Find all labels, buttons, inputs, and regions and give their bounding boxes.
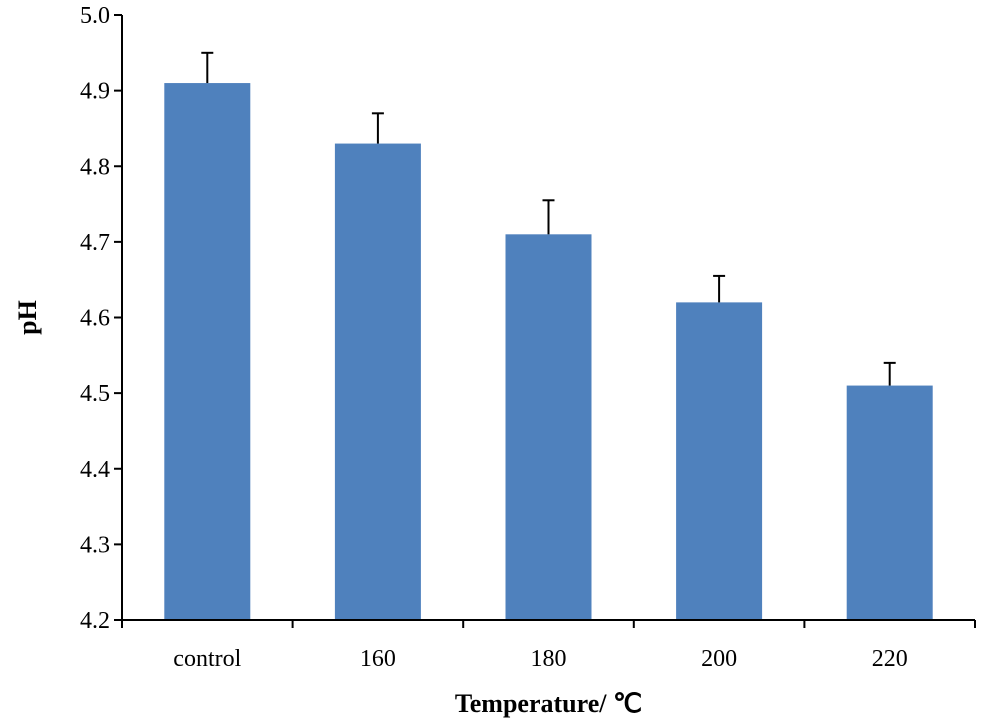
y-tick-label: 4.7 (80, 230, 110, 256)
x-tick-label: 160 (360, 646, 396, 672)
y-tick-label: 4.5 (80, 381, 110, 407)
x-tick-label: 220 (872, 646, 908, 672)
x-tick-label: 200 (701, 646, 737, 672)
y-tick-label: 4.6 (80, 306, 110, 332)
x-tick-label: 180 (531, 646, 567, 672)
y-tick-label: 4.3 (80, 532, 110, 558)
x-axis-title: Temperature/ ℃ (455, 689, 642, 718)
bar-220 (846, 385, 933, 620)
y-axis-title: pH (13, 300, 42, 335)
y-ticks-layer: 4.2 4.3 4.4 4.5 4.6 4.7 4.8 4.9 5.0 (80, 3, 122, 634)
y-tick-label: 4.2 (80, 608, 110, 634)
bar-control (164, 83, 251, 620)
x-ticks-layer: control 160 180 200 220 (121, 620, 976, 672)
error-bars-layer (201, 51, 896, 386)
y-tick-label: 5.0 (80, 3, 110, 29)
y-tick-label: 4.4 (80, 457, 110, 483)
bar-180 (505, 234, 592, 620)
x-tick-label: control (173, 646, 241, 672)
y-tick-label: 4.9 (80, 79, 110, 105)
bars-layer (164, 83, 933, 620)
bar-200 (676, 302, 763, 620)
bar-160 (334, 143, 421, 620)
y-tick-label: 4.8 (80, 154, 110, 180)
